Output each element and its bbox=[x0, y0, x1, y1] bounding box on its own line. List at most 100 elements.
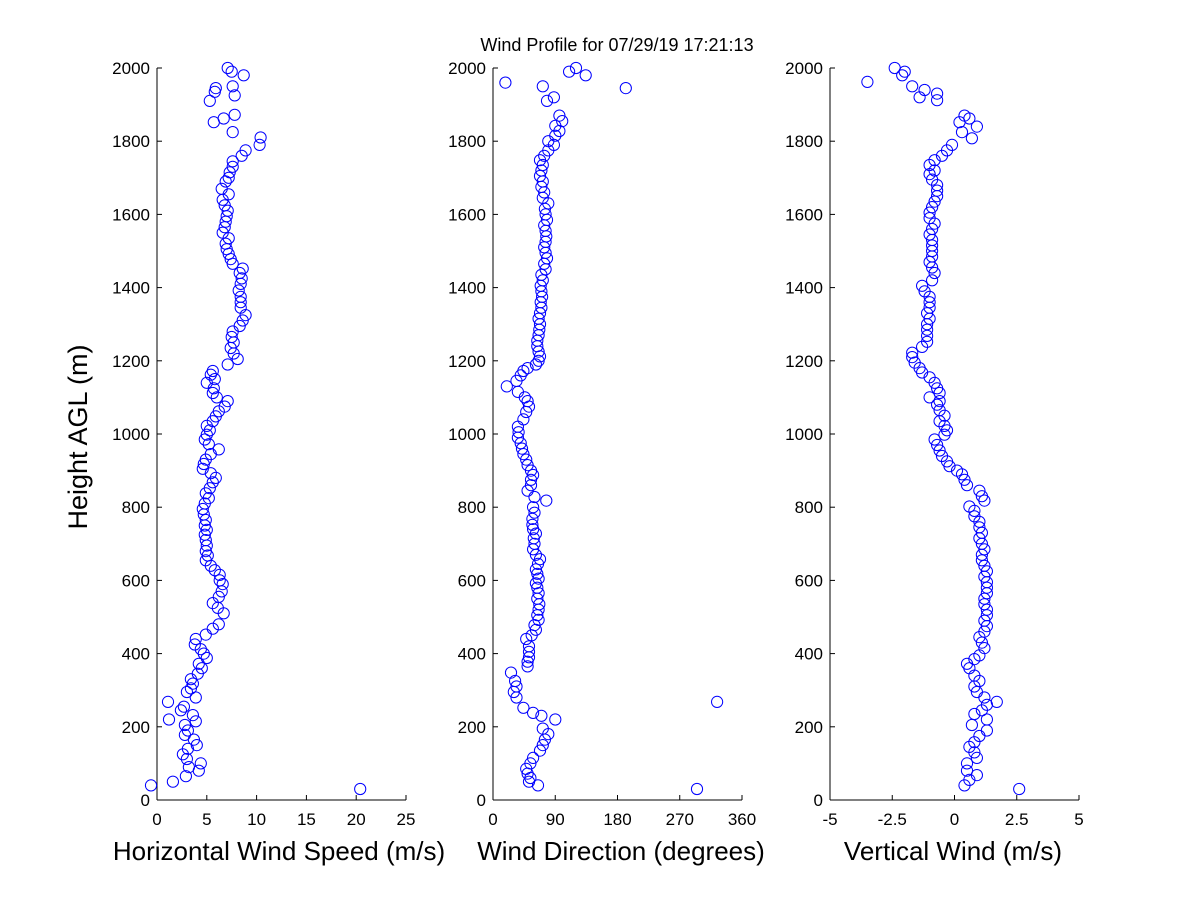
y-tick-label: 1000 bbox=[785, 425, 823, 444]
data-point bbox=[960, 764, 974, 777]
data-point bbox=[226, 160, 239, 173]
x-tick-label: 360 bbox=[728, 810, 756, 829]
x-tick-label: 5 bbox=[202, 810, 211, 829]
data-point bbox=[228, 108, 241, 121]
data-point bbox=[973, 521, 986, 534]
y-tick-label: 200 bbox=[458, 718, 486, 737]
data-point bbox=[254, 131, 267, 144]
data-point bbox=[510, 680, 523, 693]
data-point bbox=[918, 83, 931, 97]
data-point bbox=[180, 685, 193, 699]
data-point bbox=[960, 657, 974, 670]
data-point bbox=[531, 779, 545, 792]
y-tick-label: 0 bbox=[814, 791, 823, 810]
figure-title: Wind Profile for 07/29/19 17:21:13 bbox=[480, 35, 753, 55]
data-point bbox=[533, 744, 547, 757]
y-tick-label: 600 bbox=[795, 571, 823, 590]
data-point bbox=[225, 330, 238, 344]
data-point bbox=[553, 109, 566, 122]
data-point bbox=[225, 65, 238, 78]
x-tick-label: 0 bbox=[488, 810, 497, 829]
data-point bbox=[213, 574, 226, 587]
data-point bbox=[963, 500, 976, 513]
data-point bbox=[226, 126, 239, 139]
data-point bbox=[235, 272, 248, 285]
data-point bbox=[512, 426, 525, 439]
data-point bbox=[888, 61, 901, 75]
data-point bbox=[973, 484, 986, 497]
data-point bbox=[212, 618, 225, 631]
data-point bbox=[188, 638, 201, 651]
data-point bbox=[234, 290, 247, 303]
data-point bbox=[234, 296, 247, 309]
data-point bbox=[906, 80, 919, 93]
data-point bbox=[968, 736, 981, 749]
y-tick-label: 1400 bbox=[785, 279, 823, 298]
data-point bbox=[528, 537, 541, 550]
data-point bbox=[978, 543, 991, 556]
data-point bbox=[520, 453, 533, 466]
x-tick-label: -5 bbox=[822, 810, 837, 829]
data-point bbox=[212, 590, 225, 604]
data-point bbox=[928, 433, 941, 446]
data-point bbox=[540, 94, 554, 108]
data-point bbox=[563, 65, 576, 78]
data-point bbox=[579, 69, 592, 82]
data-point bbox=[199, 513, 212, 527]
y-tick-label: 400 bbox=[458, 645, 486, 664]
y-tick-label: 1400 bbox=[448, 279, 486, 298]
data-point bbox=[690, 782, 704, 796]
data-point bbox=[209, 471, 222, 484]
data-point bbox=[938, 419, 951, 432]
data-point bbox=[181, 742, 194, 755]
data-point bbox=[916, 279, 929, 292]
y-tick-label: 800 bbox=[458, 498, 486, 517]
x-tick-label: 90 bbox=[546, 810, 565, 829]
data-point bbox=[532, 572, 545, 585]
data-point bbox=[226, 155, 239, 168]
data-point bbox=[221, 61, 234, 75]
x-axis-label: Horizontal Wind Speed (m/s) bbox=[113, 836, 445, 866]
data-point bbox=[200, 376, 213, 389]
data-point bbox=[508, 674, 522, 688]
data-point bbox=[540, 494, 553, 507]
data-point bbox=[200, 651, 213, 665]
data-point bbox=[980, 713, 994, 726]
data-point bbox=[524, 757, 537, 770]
y-tick-label: 200 bbox=[122, 718, 150, 737]
data-point bbox=[529, 358, 543, 371]
data-point bbox=[500, 380, 513, 393]
data-point bbox=[161, 695, 175, 709]
data-point bbox=[931, 94, 944, 107]
data-point bbox=[945, 138, 959, 151]
data-point bbox=[180, 752, 193, 766]
data-point bbox=[521, 660, 534, 673]
data-point bbox=[960, 479, 974, 492]
data-point bbox=[237, 69, 250, 82]
data-point bbox=[980, 565, 994, 578]
data-point bbox=[536, 80, 549, 93]
data-point bbox=[517, 701, 530, 714]
data-point bbox=[926, 173, 939, 186]
data-point bbox=[517, 364, 530, 378]
data-point bbox=[178, 728, 191, 742]
data-point bbox=[221, 395, 234, 408]
data-point bbox=[1013, 782, 1026, 796]
data-point bbox=[536, 739, 549, 752]
data-point bbox=[527, 751, 540, 765]
data-point bbox=[213, 568, 226, 582]
data-point bbox=[528, 490, 541, 504]
data-point bbox=[569, 61, 583, 75]
data-point bbox=[535, 164, 548, 177]
data-point bbox=[166, 775, 179, 788]
data-point bbox=[206, 386, 219, 400]
data-point bbox=[228, 89, 241, 102]
y-tick-label: 1200 bbox=[112, 352, 150, 371]
y-tick-label: 0 bbox=[477, 791, 486, 810]
y-tick-label: 1200 bbox=[785, 352, 823, 371]
data-point bbox=[958, 473, 971, 486]
y-tick-label: 2000 bbox=[448, 59, 486, 78]
y-tick-label: 600 bbox=[458, 571, 486, 590]
data-point bbox=[918, 285, 931, 298]
